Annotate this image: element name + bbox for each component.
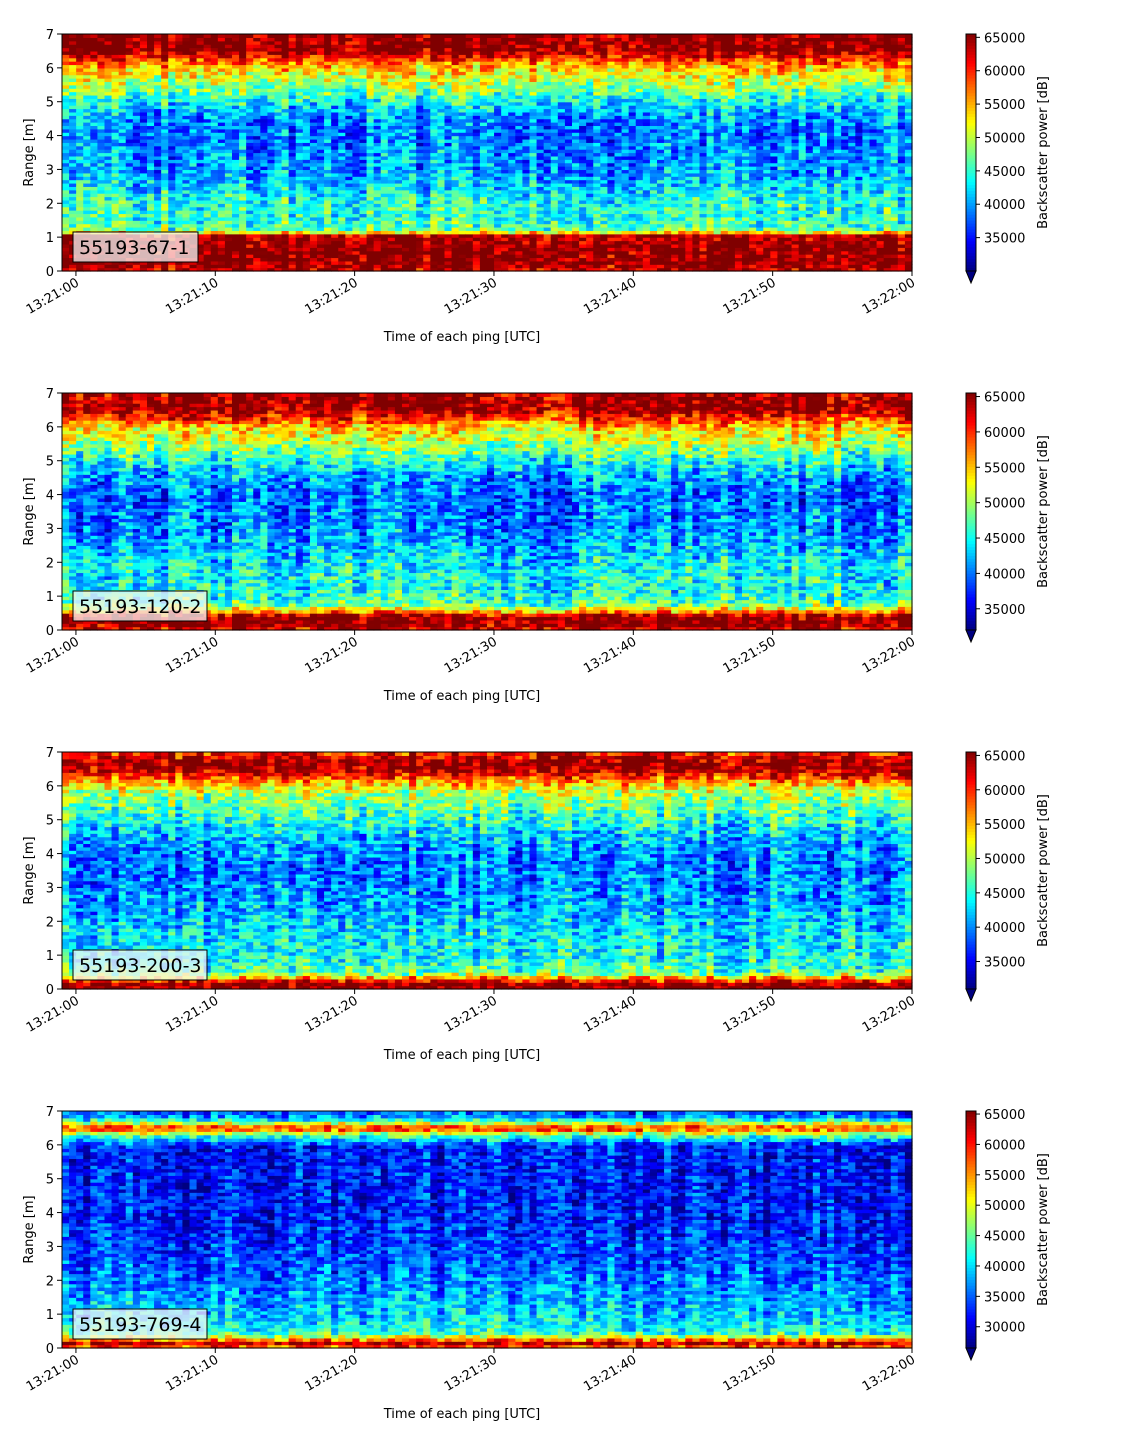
heatmap-cell — [175, 34, 183, 38]
heatmap-cell — [190, 34, 198, 38]
heatmap-cell — [204, 34, 212, 38]
heatmap-cell — [275, 34, 283, 38]
heatmap-cell — [360, 34, 368, 38]
heatmap-cell — [83, 34, 91, 38]
heatmap-cell — [69, 34, 77, 38]
heatmap-cell — [218, 34, 226, 38]
heatmap-cell — [352, 34, 360, 38]
heatmap-cell — [225, 34, 233, 38]
heatmap-cell — [133, 34, 141, 38]
heatmap-cell — [211, 34, 219, 38]
heatmap-cell — [154, 34, 162, 38]
heatmap-cell — [253, 34, 261, 38]
heatmap-cell — [303, 34, 311, 38]
heatmap-cell — [374, 34, 382, 38]
heatmap-cell — [282, 34, 290, 38]
heatmap-cell — [76, 34, 84, 38]
heatmap-cell — [161, 34, 169, 38]
heatmap-cell — [388, 34, 396, 38]
heatmap-cell — [260, 34, 268, 38]
heatmap-cell — [267, 34, 275, 38]
heatmap-cell — [310, 34, 318, 38]
heatmap-cell — [197, 34, 205, 38]
heatmap-cell — [105, 34, 113, 38]
heatmap-cell — [296, 34, 304, 38]
heatmap-cell — [324, 34, 332, 38]
heatmap-cell — [338, 34, 346, 38]
heatmap-cell — [402, 34, 410, 38]
heatmap-cell — [317, 34, 325, 38]
heatmap-cell — [345, 34, 353, 38]
heatmap-cell — [119, 34, 127, 38]
heatmap-cell — [97, 34, 105, 38]
heatmap-cell — [395, 34, 403, 38]
heatmap-cell — [126, 34, 134, 38]
heatmap-cell — [289, 34, 297, 38]
heatmap-cell — [140, 34, 148, 38]
heatmap-cell — [232, 34, 240, 38]
heatmap-cell — [239, 34, 247, 38]
heatmap-cell — [168, 34, 176, 38]
heatmap-cell — [147, 34, 155, 38]
heatmap-cell — [367, 34, 375, 38]
heatmap-cell — [381, 34, 389, 38]
heatmap-cell — [90, 34, 98, 38]
heatmap-cell — [182, 34, 190, 38]
heatmap-cell — [112, 34, 120, 38]
heatmap-cell — [62, 34, 70, 38]
heatmap-cell — [246, 34, 254, 38]
heatmap-cell — [331, 34, 339, 38]
